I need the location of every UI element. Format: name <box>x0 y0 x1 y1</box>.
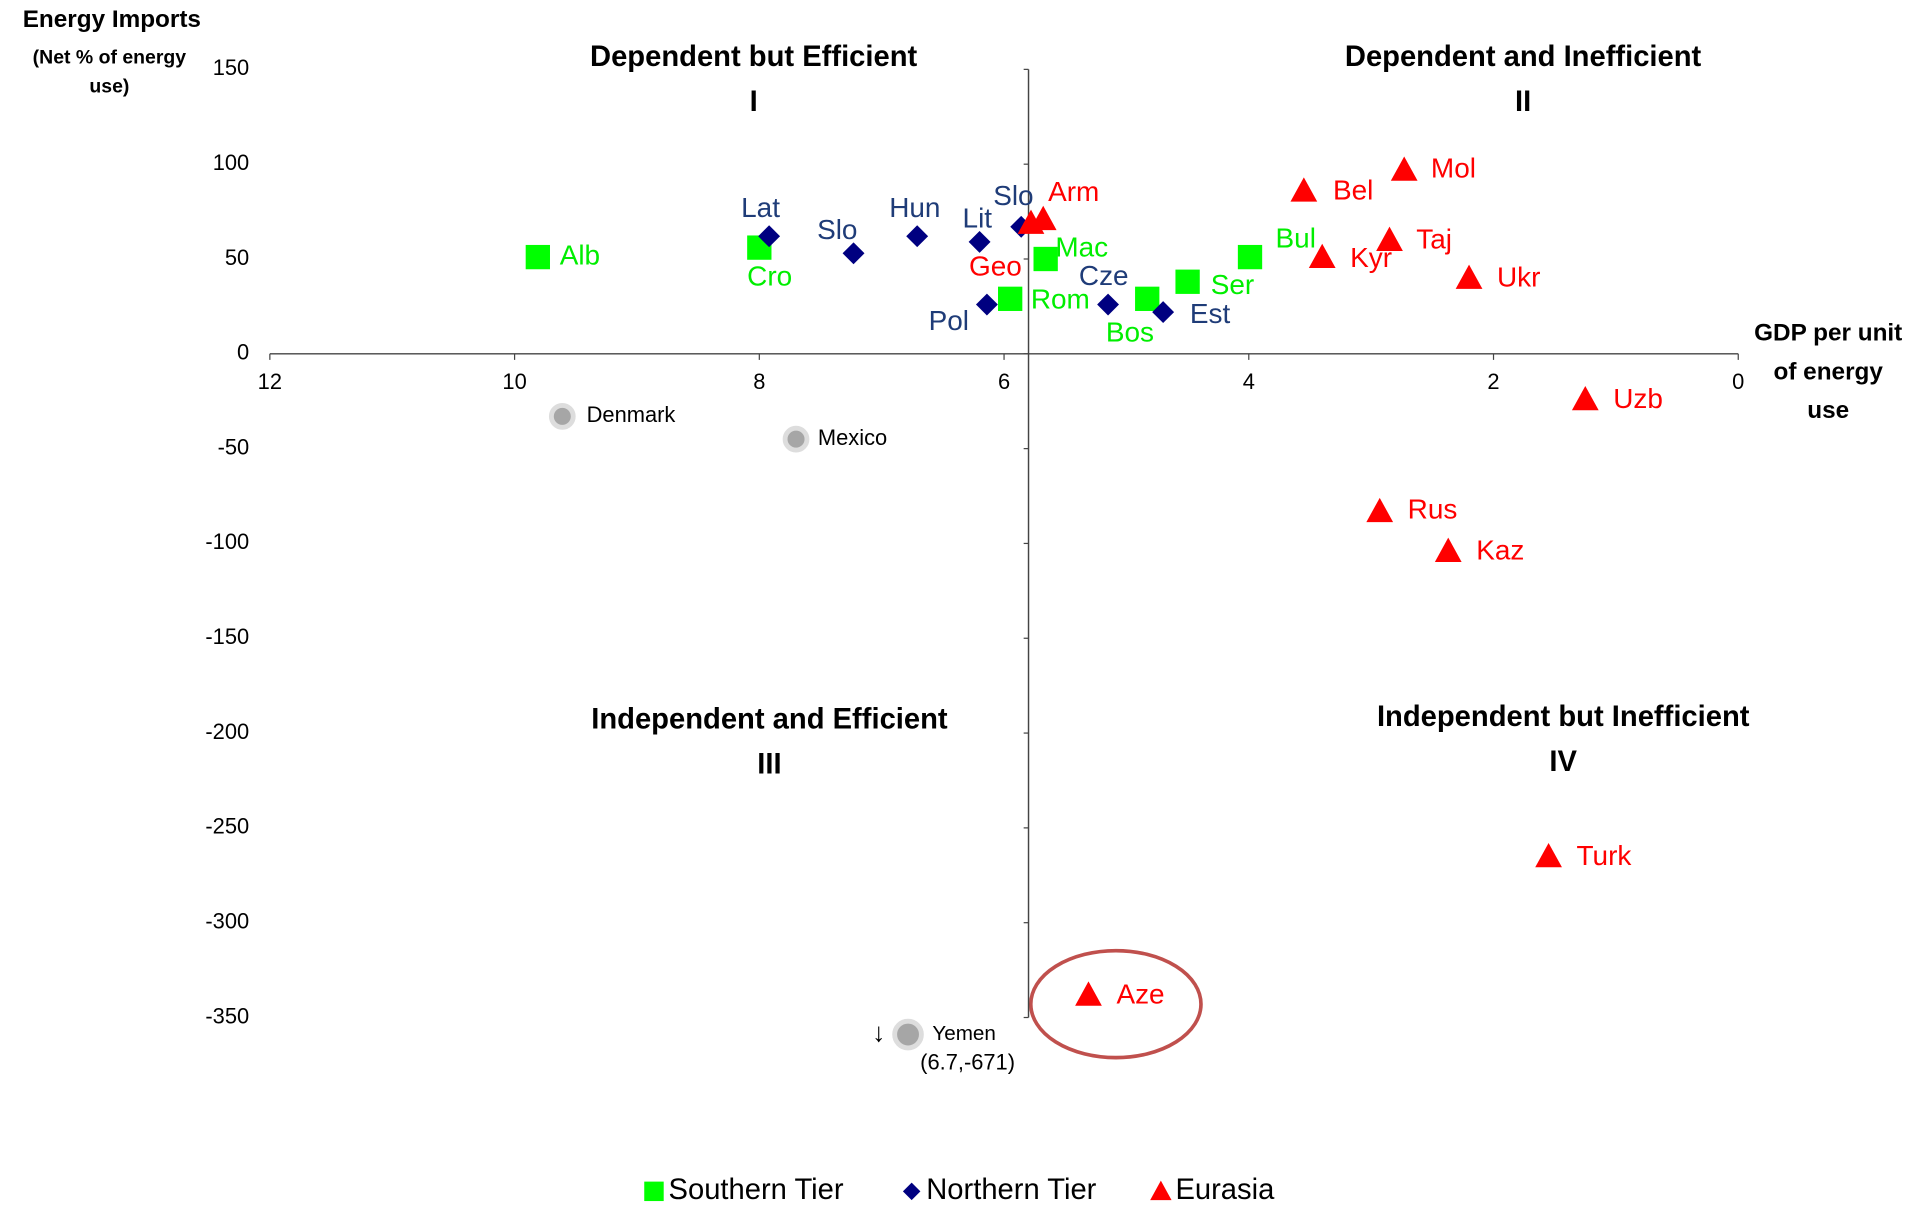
quadrant-title: Dependent but Efficient <box>590 41 917 73</box>
marker <box>1033 246 1058 272</box>
marker <box>1366 497 1394 523</box>
point-label: Bel <box>1333 174 1373 205</box>
quadrant-title: Independent and Efficient <box>591 704 948 736</box>
legend-marker <box>644 1181 664 1202</box>
point-label: Slo <box>993 180 1033 211</box>
point-label: Uzb <box>1613 383 1663 414</box>
point-label: Cze <box>1079 260 1129 291</box>
reference-label: Denmark <box>587 402 676 427</box>
point-label: Arm <box>1048 176 1099 207</box>
quadrant-numeral: I <box>750 86 758 118</box>
quadrant-numeral: III <box>757 749 781 781</box>
point-label: Mac <box>1055 232 1108 263</box>
quadrant-title: Independent but Inefficient <box>1377 701 1750 733</box>
point-label: Kaz <box>1476 535 1524 566</box>
point-label: Lat <box>741 192 780 223</box>
point-label: Cro <box>747 260 792 291</box>
x-tick-label: 6 <box>998 369 1010 394</box>
y-axis-subtitle-box: (Net % of energy use) <box>32 47 187 98</box>
y-axis-subtitle: (Net % of energy use) <box>32 47 187 98</box>
point-label: Pol <box>929 305 969 336</box>
point-label: Mol <box>1431 152 1476 183</box>
annotation: Yemen <box>932 1022 996 1045</box>
quadrant-title: Dependent and Inefficient <box>1345 41 1702 73</box>
point-label: Turk <box>1577 840 1633 871</box>
yemen-marker <box>892 1018 924 1051</box>
y-axis-title: Energy Imports <box>23 6 201 33</box>
marker <box>1376 226 1403 251</box>
x-tick-label: 4 <box>1243 369 1255 394</box>
annotation: (6.7,-671) <box>920 1049 1015 1074</box>
point-label: Aze <box>1116 978 1164 1009</box>
marker <box>1017 209 1045 234</box>
y-tick-label: 150 <box>213 55 250 80</box>
point-label: Rom <box>1031 284 1090 315</box>
y-tick-label: -150 <box>205 624 249 649</box>
marker <box>968 230 991 253</box>
reference-marker <box>782 425 810 453</box>
marker <box>525 244 550 270</box>
x-axis-title: GDP per unit of energy use <box>1754 319 1903 425</box>
y-tick-label: -250 <box>205 814 249 839</box>
down-arrow: ↓ <box>872 1018 885 1048</box>
marker <box>1135 286 1160 311</box>
highlight-ellipse <box>1028 948 1203 1060</box>
y-tick-label: -50 <box>218 434 250 459</box>
quadrant-numeral: IV <box>1549 746 1577 778</box>
x-tick-label: 10 <box>502 369 526 394</box>
marker <box>1290 177 1318 202</box>
marker <box>1434 537 1462 562</box>
marker <box>998 286 1023 311</box>
point-label: Est <box>1190 298 1231 329</box>
marker <box>758 225 781 248</box>
point-label: Alb <box>560 239 600 270</box>
y-tick-label: -100 <box>205 529 249 554</box>
reference-marker <box>548 403 576 430</box>
marker <box>1308 243 1336 269</box>
marker <box>1075 981 1102 1006</box>
marker <box>1571 385 1599 411</box>
y-tick-label: 100 <box>213 150 250 175</box>
x-tick-label: 0 <box>1732 369 1744 394</box>
y-tick-label: -350 <box>205 1003 249 1028</box>
y-tick-label: 0 <box>237 340 249 365</box>
marker <box>1097 293 1120 316</box>
quadrant-numeral: II <box>1515 86 1531 118</box>
point-label: Ser <box>1211 269 1254 300</box>
marker <box>1455 264 1483 289</box>
legend-label: Eurasia <box>1175 1174 1275 1206</box>
legend-marker <box>1150 1180 1172 1201</box>
point-label: Lit <box>963 202 993 233</box>
point-label: Geo <box>969 250 1022 281</box>
marker <box>1237 244 1263 270</box>
legend-marker <box>902 1182 921 1201</box>
x-tick-label: 12 <box>258 369 282 394</box>
marker <box>842 242 865 265</box>
x-tick-label: 8 <box>753 369 765 394</box>
x-axis-title-box: GDP per unit of energy use <box>1754 319 1903 425</box>
point-label: Hun <box>889 192 940 223</box>
point-label: Ukr <box>1497 262 1540 293</box>
y-tick-label: -300 <box>205 908 249 933</box>
marker <box>1175 269 1200 294</box>
x-tick-label: 2 <box>1487 369 1499 394</box>
y-tick-label: 50 <box>225 245 249 270</box>
marker <box>906 225 929 248</box>
reference-label: Mexico <box>818 425 887 450</box>
legend-label: Northern Tier <box>926 1174 1096 1206</box>
legend-label: Southern Tier <box>669 1174 844 1206</box>
point-label: Rus <box>1408 494 1458 525</box>
y-tick-label: -200 <box>205 719 249 744</box>
point-label: Bos <box>1106 316 1154 347</box>
point-label: Slo <box>817 214 857 245</box>
marker <box>975 293 998 316</box>
marker <box>1535 842 1562 868</box>
point-label: Taj <box>1416 224 1452 255</box>
point-label: Bul <box>1276 222 1316 253</box>
marker <box>1390 156 1418 181</box>
